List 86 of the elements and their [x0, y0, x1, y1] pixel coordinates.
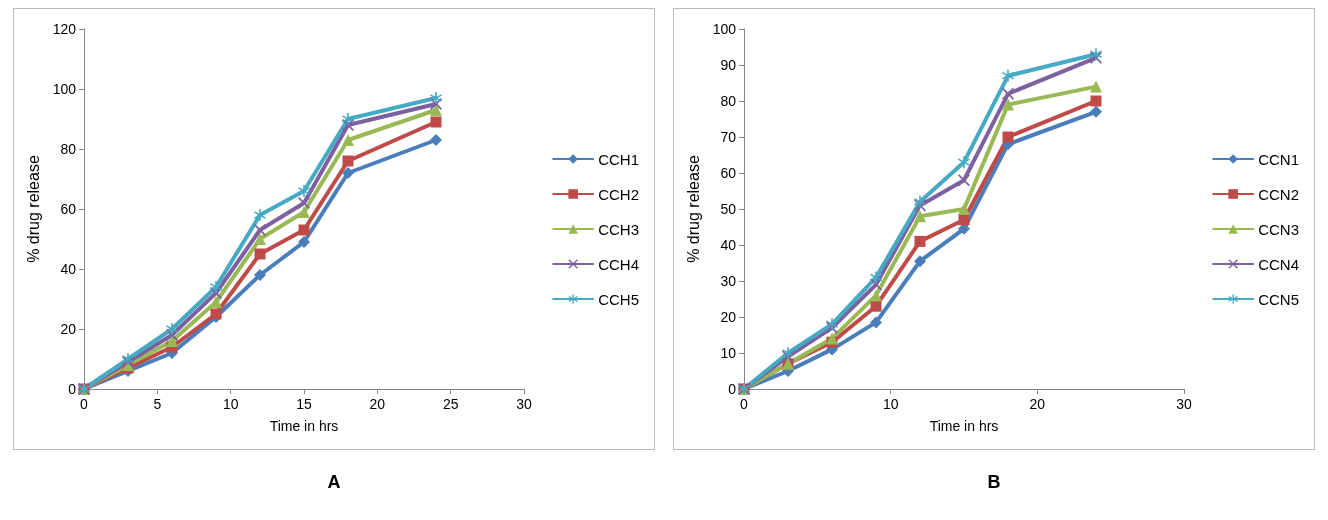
point [298, 185, 310, 197]
point [958, 203, 970, 215]
y-tick-label: 80 [720, 93, 737, 109]
y-tick-label: 120 [52, 21, 77, 37]
point [870, 289, 882, 302]
point [1002, 69, 1014, 82]
point [1090, 95, 1102, 107]
point [254, 209, 266, 221]
y-tick-label: 70 [720, 129, 737, 145]
point [826, 332, 838, 345]
point [430, 134, 442, 146]
y-tick-label: 80 [60, 141, 77, 157]
point [914, 235, 926, 247]
point [210, 281, 222, 293]
point [430, 104, 442, 116]
x-tick-label: 20 [369, 396, 386, 412]
point [958, 174, 970, 187]
point [254, 248, 266, 260]
point [342, 134, 354, 146]
y-tick-label: 100 [712, 21, 737, 37]
point [914, 210, 926, 223]
y-tick-label: 10 [720, 345, 737, 361]
point [254, 224, 266, 236]
y-tick-label: 100 [52, 81, 77, 97]
y-tick-label: 20 [720, 309, 737, 325]
point [298, 236, 310, 248]
point [342, 167, 354, 179]
x-axis-title: Time in hrs [929, 418, 999, 434]
legend-label: CCN4 [1258, 255, 1299, 273]
point [782, 347, 794, 359]
y-tick-label: 60 [720, 165, 737, 181]
point [166, 335, 178, 347]
y-tick-label: 0 [68, 381, 77, 397]
point [870, 300, 882, 312]
point [254, 233, 266, 245]
text: A [327, 472, 341, 493]
y-tick-label: 0 [728, 381, 737, 397]
y-tick-label: 40 [720, 237, 737, 253]
point [298, 224, 310, 236]
x-tick-label: 0 [80, 396, 89, 412]
point [166, 323, 178, 335]
x-axis-title: Time in hrs [269, 418, 339, 434]
point [342, 155, 354, 167]
y-axis-title: % drug release [685, 155, 703, 263]
x-tick-label: 15 [296, 396, 312, 412]
point [342, 113, 354, 125]
point [914, 255, 926, 268]
x-tick-label: 0 [740, 396, 749, 412]
point [254, 269, 266, 281]
y-tick-label: 60 [60, 201, 77, 217]
legend-label: CCN3 [1258, 220, 1299, 238]
legend-label: CCH4 [598, 255, 639, 273]
legend-label: CCN2 [1258, 185, 1299, 203]
point [1002, 131, 1014, 143]
point [958, 156, 970, 169]
point [870, 271, 882, 284]
y-tick-label: 20 [60, 321, 77, 337]
legend-label: CCH3 [598, 220, 639, 238]
legend-label: CCH2 [598, 185, 639, 203]
y-axis-title: % drug release [25, 155, 43, 263]
x-tick-label: 25 [442, 396, 459, 412]
point [298, 197, 310, 209]
y-tick-label: 40 [60, 261, 77, 277]
point [870, 316, 882, 329]
x-tick-label: 30 [1176, 396, 1192, 412]
point [958, 214, 970, 226]
legend-label: CCN1 [1258, 150, 1299, 168]
x-tick-label: 10 [222, 396, 239, 412]
point [1002, 98, 1014, 111]
x-tick-label: 30 [516, 396, 532, 412]
point [298, 206, 310, 218]
legend-label: CCN5 [1258, 290, 1299, 308]
y-tick-label: 50 [720, 201, 737, 217]
point [1090, 105, 1102, 118]
point [430, 92, 442, 104]
point [1090, 80, 1102, 93]
point [430, 116, 442, 128]
text: B [987, 472, 1001, 493]
x-tick-label: 5 [153, 396, 162, 412]
point [914, 195, 926, 208]
y-tick-label: 30 [720, 273, 737, 289]
x-tick-label: 10 [882, 396, 899, 412]
legend-label: CCH5 [598, 290, 639, 308]
legend-label: CCH1 [598, 150, 639, 168]
y-tick-label: 90 [720, 57, 737, 73]
x-tick-label: 20 [1029, 396, 1046, 412]
